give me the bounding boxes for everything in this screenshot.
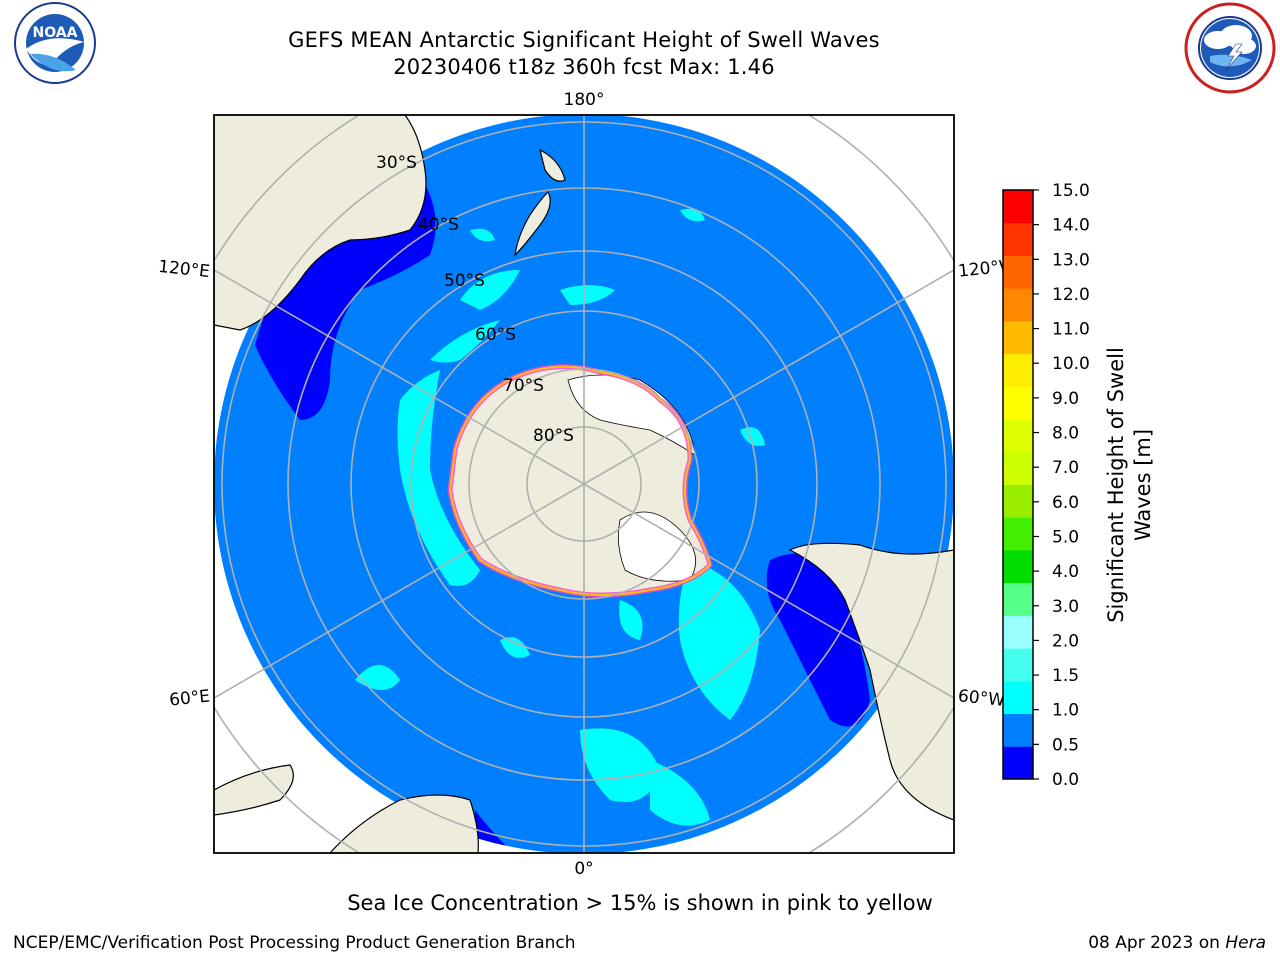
colorbar-segment <box>1003 190 1033 224</box>
madagascar-land <box>214 764 294 816</box>
colorbar-segment <box>1003 517 1033 551</box>
moderate-swell-regions <box>355 208 765 826</box>
footer-credit: NCEP/EMC/Verification Post Processing Pr… <box>13 933 576 953</box>
colorbar-segment <box>1003 648 1033 682</box>
colorbar-segment <box>1003 451 1033 485</box>
colorbar-tick-label: 6.0 <box>1052 493 1079 513</box>
australia-land <box>214 115 427 331</box>
colorbar-tick-label: 0.0 <box>1052 770 1079 790</box>
nws-logo <box>1184 2 1276 94</box>
lat-label-40s: 40°S <box>418 215 459 235</box>
colorbar-segment <box>1003 615 1033 649</box>
colorbar-label-line2: Waves [m] <box>1131 429 1155 541</box>
lat-label-30s: 30°S <box>376 153 417 173</box>
lat-label-70s: 70°S <box>503 376 544 396</box>
colorbar-tick-label: 1.0 <box>1052 701 1079 721</box>
colorbar: 0.0 0.5 1.0 1.5 2.0 3.0 4.0 5.0 6.0 7.0 8.0 9.0 10.0… <box>1002 181 1090 790</box>
colorbar-tick-label: 4.0 <box>1052 562 1079 582</box>
lon-label-top: 180° <box>564 90 605 110</box>
footer-date: 08 Apr 2023 on Hera <box>1088 933 1266 953</box>
colorbar-segment <box>1003 419 1033 453</box>
colorbar-tick-label: 7.0 <box>1052 458 1079 478</box>
colorbar-tick-label: 2.0 <box>1052 631 1079 651</box>
colorbar-segment <box>1003 386 1033 420</box>
longitude-lines <box>214 115 954 853</box>
colorbar-segment <box>1003 582 1033 616</box>
colorbar-tick-label: 10.0 <box>1052 354 1090 374</box>
sea-ice-caption: Sea Ice Concentration > 15% is shown in … <box>347 891 933 915</box>
colorbar-segment <box>1003 255 1033 289</box>
colorbar-tick-label: 1.5 <box>1052 666 1079 686</box>
new-zealand-land <box>514 148 566 257</box>
colorbar-tick-label: 13.0 <box>1052 250 1090 270</box>
colorbar-tick-label: 0.5 <box>1052 735 1079 755</box>
chart-title-line1: GEFS MEAN Antarctic Significant Height o… <box>288 28 880 52</box>
colorbar-tick-label: 9.0 <box>1052 389 1079 409</box>
colorbar-tick-label: 11.0 <box>1052 320 1090 340</box>
colorbar-tick-label: 15.0 <box>1052 181 1090 201</box>
lon-label-left-upper: 120°E <box>157 257 211 282</box>
chart-title-line2: 20230406 t18z 360h fcst Max: 1.46 <box>393 55 775 79</box>
south-america-land <box>788 542 954 821</box>
colorbar-tick-label: 5.0 <box>1052 527 1079 547</box>
colorbar-segment <box>1003 713 1033 747</box>
colorbar-segment <box>1003 746 1033 780</box>
colorbar-segment <box>1003 549 1033 584</box>
colorbar-segment <box>1003 320 1033 355</box>
colorbar-label-line1: Significant Height of Swell <box>1104 347 1128 623</box>
colorbar-tick-label: 12.0 <box>1052 285 1090 305</box>
sea-ice-edge-inner <box>448 365 712 596</box>
noaa-logo: NOAA <box>14 2 96 84</box>
colorbar-segment <box>1003 353 1033 387</box>
colorbar-segment <box>1003 288 1033 322</box>
colorbar-segment <box>1003 680 1033 715</box>
lat-label-50s: 50°S <box>444 271 485 291</box>
lon-label-right-lower: 60°W <box>957 686 1006 711</box>
colorbar-segment <box>1003 222 1033 256</box>
noaa-logo-text: NOAA <box>33 25 78 41</box>
colorbar-segment <box>1003 484 1033 518</box>
colorbar-frame <box>1002 189 1034 780</box>
map-frame <box>213 114 955 854</box>
footer-date-text: 08 Apr 2023 on <box>1088 933 1226 953</box>
colorbar-tick-label: 3.0 <box>1052 597 1079 617</box>
footer-system: Hera <box>1225 933 1266 953</box>
colorbar-tick-label: 8.0 <box>1052 424 1079 444</box>
lat-label-80s: 80°S <box>533 426 574 446</box>
lon-label-left-lower: 60°E <box>168 686 211 710</box>
lat-label-60s: 60°S <box>475 325 516 345</box>
lon-label-bottom: 0° <box>574 859 593 879</box>
colorbar-tick-label: 14.0 <box>1052 216 1090 236</box>
